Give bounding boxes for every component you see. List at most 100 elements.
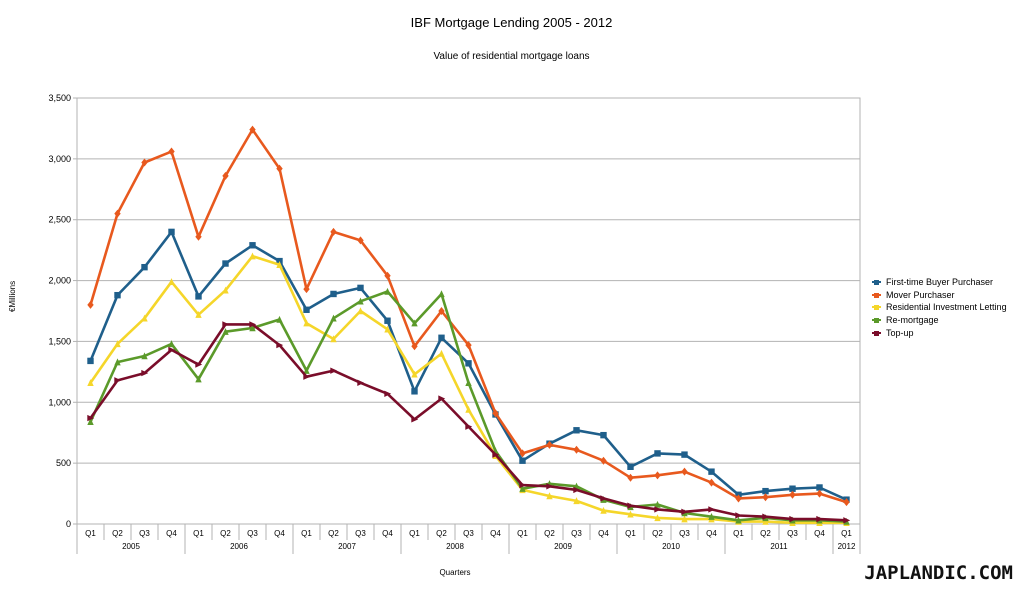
data-point <box>87 379 94 387</box>
data-point <box>708 478 715 487</box>
x-tick-label: Q3 <box>247 529 258 538</box>
data-point <box>600 495 608 502</box>
data-point <box>546 492 553 500</box>
data-point <box>600 456 607 465</box>
data-point <box>222 260 229 267</box>
x-axis-label: Quarters <box>439 568 471 577</box>
x-tick-label: Q4 <box>382 529 393 538</box>
data-point <box>627 473 634 482</box>
data-point <box>438 290 445 298</box>
data-point <box>519 485 526 492</box>
data-point <box>762 517 769 525</box>
data-point <box>465 360 472 367</box>
data-point <box>411 319 418 327</box>
x-tick-label: Q2 <box>112 529 123 538</box>
data-point <box>843 498 850 507</box>
data-point <box>384 287 391 295</box>
x-tick-label: Q2 <box>760 529 771 538</box>
data-point <box>87 414 95 422</box>
data-point <box>168 278 175 285</box>
year-label: 2006 <box>230 542 248 551</box>
x-tick-label: Q2 <box>220 529 231 538</box>
data-point <box>195 375 202 383</box>
plot-area <box>76 97 861 525</box>
data-point <box>438 349 445 357</box>
x-tick-label: Q4 <box>814 529 825 538</box>
data-point <box>762 487 769 495</box>
data-point <box>384 317 391 324</box>
data-point <box>141 314 148 322</box>
x-tick-label: Q1 <box>301 529 312 538</box>
data-point <box>114 209 121 218</box>
year-label: 2009 <box>554 542 572 551</box>
x-tick-label: Q1 <box>193 529 204 538</box>
data-point <box>465 341 472 350</box>
data-point <box>654 450 661 457</box>
data-point <box>141 263 148 271</box>
data-point <box>276 315 283 323</box>
legend-swatch <box>872 318 881 324</box>
data-point <box>222 286 229 294</box>
data-point <box>465 423 473 430</box>
legend-swatch <box>872 292 881 298</box>
data-point <box>222 321 230 328</box>
data-point <box>87 300 94 309</box>
data-point <box>411 370 418 378</box>
data-point <box>762 513 770 520</box>
year-label: 2005 <box>122 542 140 551</box>
data-point <box>303 373 311 380</box>
data-point <box>438 395 446 402</box>
legend-label: First-time Buyer Purchaser <box>886 277 994 288</box>
data-point <box>789 515 797 523</box>
data-point <box>384 271 391 280</box>
y-tick-label: 3,500 <box>48 93 71 103</box>
x-tick-label: Q4 <box>166 529 177 538</box>
year-label: 2011 <box>770 542 788 551</box>
data-point <box>249 242 256 249</box>
data-point <box>573 427 580 434</box>
data-point <box>789 490 796 499</box>
data-point <box>438 307 445 315</box>
data-point <box>654 471 661 480</box>
x-tick-label: Q2 <box>436 529 447 538</box>
data-point <box>114 340 121 348</box>
data-point <box>276 341 284 349</box>
legend-label: Top-up <box>886 327 914 338</box>
legend-item: Top-up <box>872 326 1007 339</box>
data-point <box>681 508 689 516</box>
data-point <box>816 489 823 498</box>
legend-item: Mover Purchaser <box>872 289 1007 302</box>
legend-item: First-time Buyer Purchaser <box>872 276 1007 289</box>
data-point <box>708 506 716 513</box>
x-tick-label: Q1 <box>517 529 528 538</box>
data-point <box>843 517 851 524</box>
y-tick-label: 500 <box>56 458 71 468</box>
x-tick-label: Q1 <box>625 529 636 538</box>
y-tick-label: 3,000 <box>48 154 71 164</box>
data-point <box>249 252 256 260</box>
chart-subtitle: Value of residential mortgage loans <box>433 51 590 62</box>
x-tick-label: Q3 <box>787 529 798 538</box>
year-label: 2010 <box>662 542 680 551</box>
data-point <box>330 335 337 343</box>
chart-title: IBF Mortgage Lending 2005 - 2012 <box>410 15 613 30</box>
data-point <box>708 512 715 520</box>
y-tick-label: 2,500 <box>48 215 71 225</box>
y-tick-label: 0 <box>66 519 71 529</box>
data-point <box>735 512 743 519</box>
x-tick-label: Q1 <box>85 529 96 538</box>
legend-label: Re-mortgage <box>886 315 939 326</box>
x-tick-label: Q3 <box>463 529 474 538</box>
data-point <box>573 445 580 454</box>
x-tick-label: Q3 <box>571 529 582 538</box>
data-point <box>222 171 229 180</box>
data-point <box>222 327 229 335</box>
data-point <box>114 358 121 366</box>
data-point <box>546 440 553 449</box>
data-point <box>249 125 256 134</box>
data-point <box>249 321 257 328</box>
data-point <box>735 494 742 503</box>
data-point <box>303 285 310 294</box>
legend-item: Re-mortgage <box>872 314 1007 327</box>
